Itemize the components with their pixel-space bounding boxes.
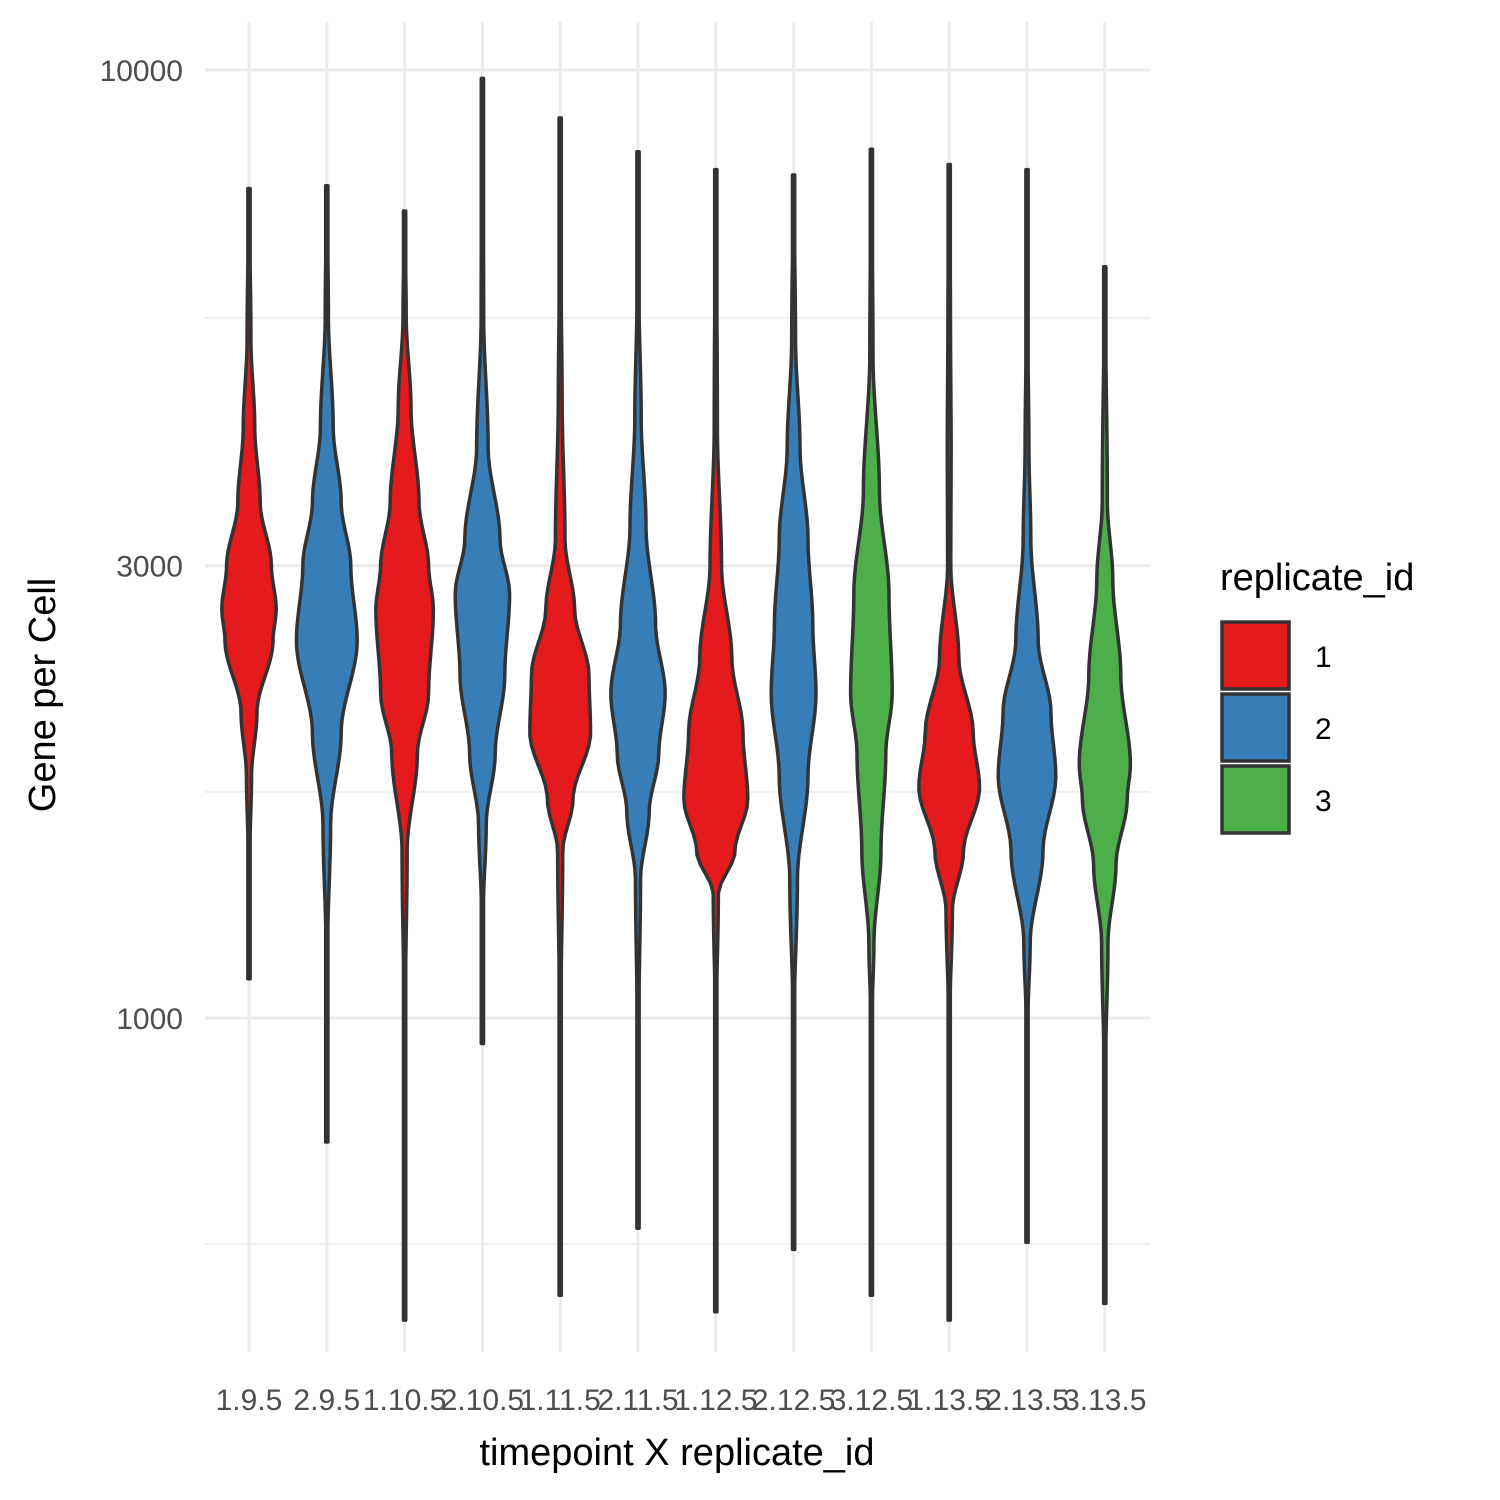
y-tick-label: 1000	[116, 1003, 183, 1036]
violin-2.9.5	[294, 183, 359, 1144]
x-tick-label: 3.12.5	[830, 1384, 913, 1417]
y-tick-label: 10000	[100, 55, 183, 88]
x-tick-label: 2.13.5	[985, 1384, 1068, 1417]
y-axis-ticks: 1000 3000 10000	[100, 55, 183, 1036]
violin-2.11.5	[609, 149, 667, 1231]
violin-1.11.5	[528, 116, 593, 1297]
x-tick-label: 1.13.5	[907, 1384, 990, 1417]
x-tick-label: 2.9.5	[293, 1384, 360, 1417]
x-tick-label: 2.11.5	[597, 1384, 678, 1417]
y-tick-label: 3000	[116, 551, 183, 584]
legend-key-1	[1220, 620, 1291, 691]
x-tick-label: 1.12.5	[674, 1384, 757, 1417]
x-tick-label: 1.9.5	[216, 1384, 283, 1417]
violin-2.10.5	[453, 76, 512, 1046]
violin-1.13.5	[917, 162, 982, 1322]
violin-3.13.5	[1077, 265, 1133, 1306]
violin-2.13.5	[996, 167, 1058, 1245]
x-axis-ticks: 1.9.5 2.9.5 1.10.52.10.51.11.52.11.51.12.5…	[216, 1384, 1147, 1417]
violin-2.12.5	[769, 173, 818, 1252]
violin-1.9.5	[220, 186, 278, 981]
x-tick-label: 3.13.5	[1063, 1384, 1146, 1417]
violin-1.10.5	[374, 209, 436, 1322]
legend: replicate_id 1 2 3	[1220, 557, 1414, 835]
violin-3.12.5	[848, 147, 894, 1297]
violins	[220, 76, 1133, 1322]
legend-entries: 1 2 3	[1220, 620, 1332, 835]
x-axis-title: timepoint X replicate_id	[480, 1432, 875, 1474]
x-tick-label: 2.12.5	[752, 1384, 835, 1417]
legend-label-3: 3	[1315, 785, 1332, 818]
legend-title: replicate_id	[1220, 557, 1414, 599]
x-tick-label: 1.10.5	[363, 1384, 446, 1417]
minor-gridlines	[205, 317, 1150, 1245]
legend-label-1: 1	[1315, 641, 1332, 674]
legend-key-2	[1220, 692, 1291, 763]
y-axis-title: Gene per Cell	[22, 578, 64, 812]
x-tick-label: 2.10.5	[441, 1384, 524, 1417]
x-tick-label: 1.11.5	[520, 1384, 601, 1417]
legend-label-2: 2	[1315, 713, 1332, 746]
legend-key-3	[1220, 764, 1291, 835]
violin-1.12.5	[682, 167, 750, 1314]
